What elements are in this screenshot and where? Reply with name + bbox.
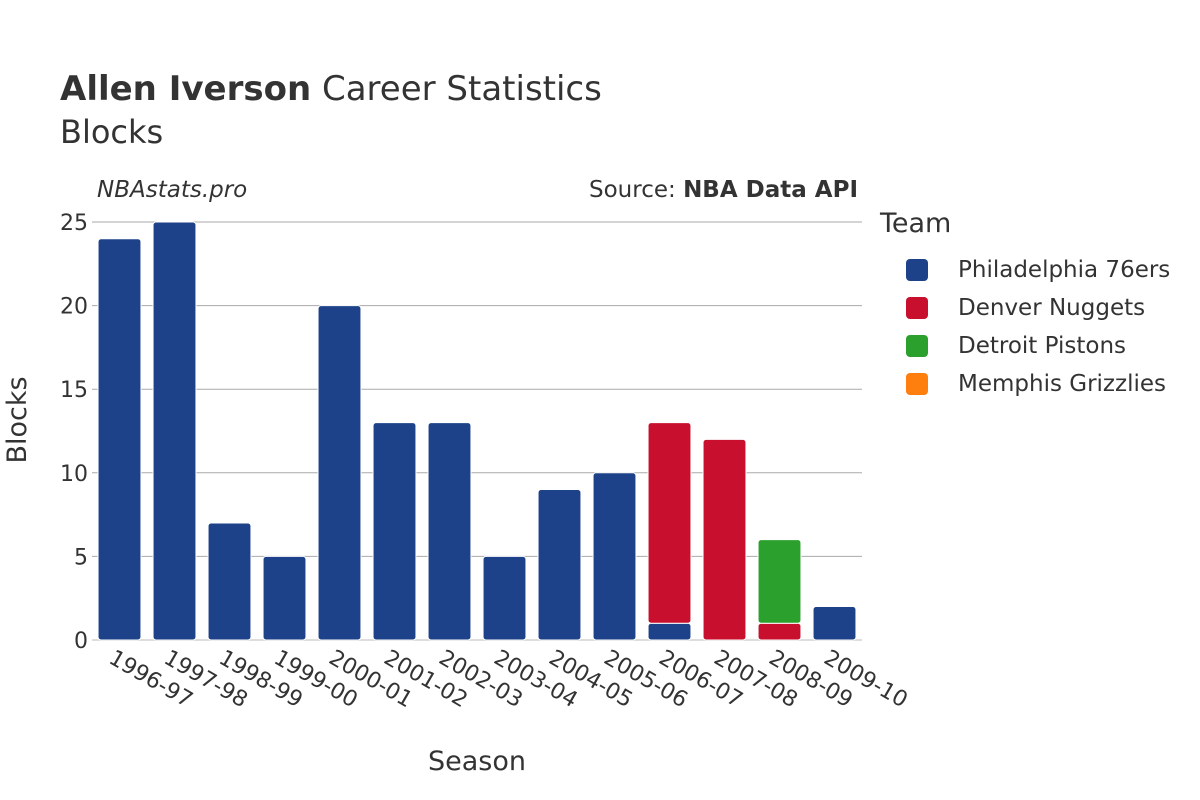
legend-swatch xyxy=(906,259,928,281)
y-tick-label: 5 xyxy=(74,545,88,570)
bar-2006-07-philadelphia-76ers[interactable] xyxy=(647,622,692,641)
bar-2000-01-philadelphia-76ers[interactable] xyxy=(317,305,362,641)
bar-2001-02-philadelphia-76ers[interactable] xyxy=(372,422,417,641)
legend-swatch xyxy=(906,297,928,319)
legend-item-denver-nuggets[interactable]: Denver Nuggets xyxy=(880,289,1170,327)
site-credit: NBAstats.pro xyxy=(97,177,248,203)
chart-title: Allen Iverson Career Statistics xyxy=(60,68,602,110)
legend: Team Philadelphia 76ers Denver Nuggets Det… xyxy=(880,208,1170,403)
x-axis-ticks: 1996-971997-981998-991999-002000-012001-… xyxy=(105,646,912,714)
bar-1998-99-philadelphia-76ers[interactable] xyxy=(207,522,252,641)
y-axis-ticks: 0 5 10 15 20 25 xyxy=(60,211,88,654)
legend-items: Philadelphia 76ers Denver Nuggets Detroit … xyxy=(880,251,1170,403)
bar-2006-07-denver-nuggets[interactable] xyxy=(647,422,692,624)
y-tick-label: 0 xyxy=(74,629,88,654)
legend-swatch xyxy=(906,335,928,357)
source-label: Source: NBA Data API xyxy=(589,177,858,203)
bar-2003-04-philadelphia-76ers[interactable] xyxy=(482,555,527,641)
legend-label: Denver Nuggets xyxy=(958,295,1146,321)
bar-2007-08-denver-nuggets[interactable] xyxy=(702,438,747,641)
title-rest: Career Statistics xyxy=(321,69,602,109)
bar-2009-10-philadelphia-76ers[interactable] xyxy=(812,606,857,641)
bar-2008-09-denver-nuggets[interactable] xyxy=(757,622,802,641)
bar-2004-05-philadelphia-76ers[interactable] xyxy=(537,489,582,641)
y-axis-title: Blocks xyxy=(2,376,33,463)
bar-2005-06-philadelphia-76ers[interactable] xyxy=(592,472,637,641)
bar-2008-09-detroit-pistons[interactable] xyxy=(757,539,802,624)
bar-2002-03-philadelphia-76ers[interactable] xyxy=(427,422,472,641)
legend-item-philadelphia-76ers[interactable]: Philadelphia 76ers xyxy=(880,251,1170,289)
bar-1996-97-philadelphia-76ers[interactable] xyxy=(97,238,142,641)
source-name: NBA Data API xyxy=(683,177,858,203)
legend-title: Team xyxy=(880,208,952,239)
player-name: Allen Iverson xyxy=(60,69,312,109)
legend-item-memphis-grizzlies[interactable]: Memphis Grizzlies xyxy=(880,365,1170,403)
legend-label: Memphis Grizzlies xyxy=(958,371,1166,397)
bars xyxy=(97,221,857,641)
bar-1999-00-philadelphia-76ers[interactable] xyxy=(262,555,307,641)
y-tick-label: 20 xyxy=(60,295,88,320)
chart-subtitle: Blocks xyxy=(60,113,164,151)
bar-1997-98-philadelphia-76ers[interactable] xyxy=(152,221,197,641)
x-axis-title: Season xyxy=(428,746,526,777)
legend-item-detroit-pistons[interactable]: Detroit Pistons xyxy=(880,327,1170,365)
source-prefix: Source: xyxy=(589,177,684,203)
y-tick-label: 10 xyxy=(60,462,88,487)
y-tick-label: 15 xyxy=(60,378,88,403)
legend-label: Detroit Pistons xyxy=(958,333,1127,359)
legend-swatch xyxy=(906,373,928,395)
legend-label: Philadelphia 76ers xyxy=(958,257,1171,283)
y-tick-label: 25 xyxy=(60,211,88,236)
gridlines xyxy=(92,221,862,641)
